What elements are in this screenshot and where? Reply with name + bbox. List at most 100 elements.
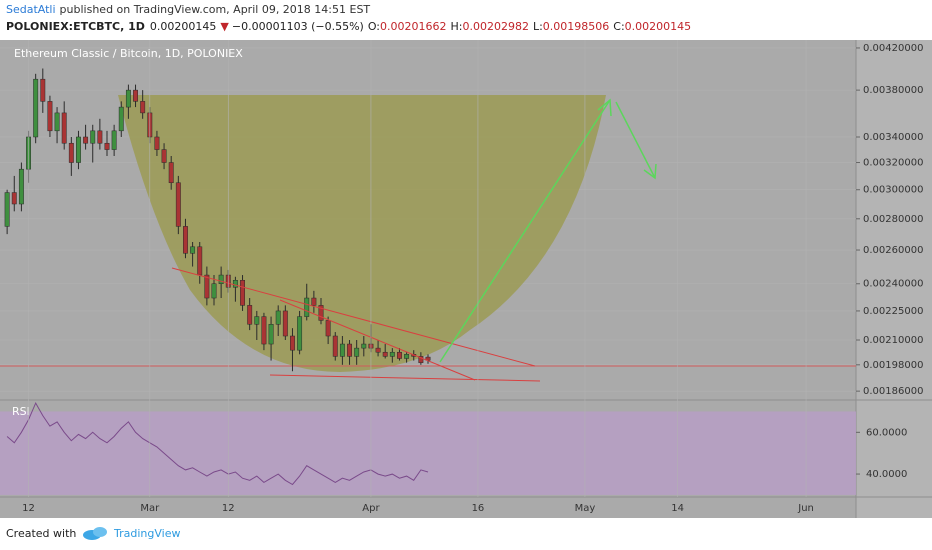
ohlc-label: C: [613,20,624,33]
arrow-head [643,163,657,180]
y-tick-label: 60.0000 [866,427,907,438]
y-tick-label: 0.00300000 [863,185,923,196]
candles [4,68,431,372]
candle-body [18,168,24,205]
price-axis-bg [856,40,932,518]
candle-body [76,136,81,163]
brand-logo[interactable] [83,527,107,540]
candle-body [418,356,424,363]
candle-body [54,112,60,132]
candle-body [197,246,203,276]
x-tick-label: Mar [140,503,160,514]
chart-title: Ethereum Classic / Bitcoin, 1D, POLONIEX [14,47,243,60]
y-tick-label: 0.00420000 [863,43,923,54]
header-line-2: POLONIEX:ETCBTC, 1D 0.00200145 ▼ −0.0000110… [6,20,691,33]
candle-body [154,136,160,150]
candle-body [261,316,267,345]
footer-brand[interactable]: TradingView [113,527,180,540]
candle-body [4,192,10,227]
candle-body [361,343,367,349]
x-tick-label: 12 [222,503,235,514]
time-axis: 12 Mar 12 Apr 16 May 14 Jun [22,40,814,514]
candle-body [83,136,89,144]
candle-body [175,182,181,227]
candle-body [61,112,67,144]
ohlc-label: O: [368,20,380,33]
candle-body [332,335,338,357]
candle-body [190,246,196,254]
candle-body [204,274,210,299]
candle-body [68,142,74,163]
ohlc-value: 0.00198506 [543,20,609,33]
candle-body [397,351,402,359]
y-tick-label: 0.00240000 [863,279,923,290]
candle-body [311,297,317,306]
header-line-1: SedatAtli published on TradingView.com, A… [6,3,370,16]
candle-body [290,335,295,351]
candle-body [97,130,103,144]
candle-body [211,283,217,299]
candle-body [382,351,388,357]
rsi-band [0,411,856,495]
ohlc-value: 0.00202982 [462,20,528,33]
trend-line [279,299,476,381]
trend-line [171,267,536,367]
header-bg [0,0,932,40]
candle-body [140,101,146,114]
y-tick-label: 0.00340000 [863,132,923,143]
candle-body [240,280,245,306]
x-tick-label: 12 [22,503,35,514]
x-tick-label: Apr [362,503,380,514]
candle-body [40,78,46,102]
y-tick-label: 0.00198000 [863,360,923,371]
candle-body [389,351,395,357]
candle-body [404,354,410,359]
author[interactable]: SedatAtli [6,3,56,16]
footer-bg [0,518,932,550]
candle-body [347,343,352,357]
candle-body [118,106,124,132]
candle-body [282,310,288,337]
x-tick-label: May [575,503,596,514]
candle-body [354,347,360,357]
arrow-head [597,98,612,117]
candle-body [183,226,188,254]
y-tick-label: 0.00210000 [863,335,923,346]
candle-body [133,89,138,102]
y-tick-label: 0.00260000 [863,245,923,256]
candle-body [11,192,17,205]
y-tick-label: 0.00280000 [863,214,923,225]
logo-cloud [93,527,107,537]
candle-body [339,343,345,357]
candle-body [33,78,39,138]
ohlc-value: 0.00200145 [625,20,691,33]
candle-body [161,149,167,163]
ohlc-value: 0.00201662 [380,20,446,33]
candle-body [254,316,260,325]
trend-line [269,374,541,382]
last-price: 0.00200145 [150,20,216,33]
cup-drawing [118,95,606,372]
change: −0.00001103 (−0.55%) [232,20,364,33]
projection-arrow [439,99,611,363]
candle-body [268,324,274,345]
footer-created: Created with [6,527,76,540]
x-tick-label: 16 [472,503,485,514]
y-tick-label: 0.00186000 [863,386,923,397]
y-tick-label: 0.00380000 [863,85,923,96]
candle-body [275,310,281,325]
rsi-line [6,401,429,486]
candle-body [375,347,381,353]
candle-body [90,130,96,144]
y-tick-label: 40.0000 [866,469,907,480]
change-arrow: ▼ [220,20,229,33]
rsi-label: RSI [12,405,30,418]
candle-body [297,316,303,351]
ohlc-label: L: [533,20,543,33]
x-tick-label: Jun [797,503,814,514]
symbol: POLONIEX:ETCBTC, 1D [6,20,145,33]
rsi-pane: 60.0000 40.0000 [0,401,907,495]
candle-body [318,305,324,321]
